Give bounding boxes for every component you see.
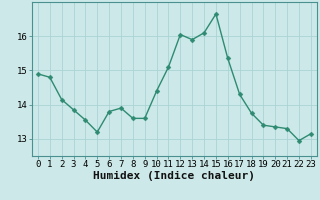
- X-axis label: Humidex (Indice chaleur): Humidex (Indice chaleur): [93, 171, 255, 181]
